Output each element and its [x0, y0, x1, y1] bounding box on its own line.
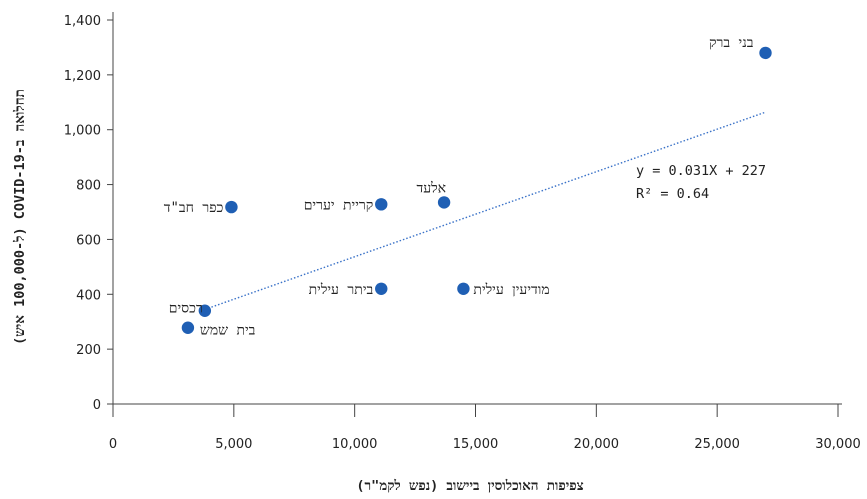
x-tick-label: 10,000 [332, 437, 378, 452]
trendline-equation: y = 0.031X + 227 [636, 163, 766, 179]
point-label: ביתר עילית [309, 282, 374, 298]
x-tick-label: 30,000 [815, 437, 861, 452]
x-tick-label: 20,000 [574, 437, 620, 452]
y-tick-label: 400 [76, 288, 101, 303]
x-tick-label: 25,000 [694, 437, 740, 452]
y-tick-label: 1,200 [64, 69, 101, 84]
data-point [198, 304, 212, 317]
x-tick-label: 15,000 [453, 437, 499, 452]
data-point [375, 282, 388, 295]
trendline [204, 111, 766, 311]
point-label: בית שמש [200, 323, 256, 339]
y-tick-label: 800 [76, 179, 101, 194]
x-tick-label: 5,000 [215, 437, 252, 452]
data-point [437, 196, 451, 209]
data-points [181, 46, 772, 334]
point-label: אלעד [416, 180, 446, 196]
point-label: בני ברק [709, 35, 754, 51]
data-point [759, 46, 772, 60]
y-tick-label: 1,400 [64, 14, 101, 29]
y-tick-label: 200 [76, 343, 101, 358]
data-point [457, 282, 470, 295]
y-tick-label: 1,000 [64, 124, 101, 139]
point-label: מודיעין עילית [473, 282, 549, 298]
data-point [375, 198, 388, 211]
point-label: רכסים [169, 301, 203, 317]
y-axis-label: תחלואה ב-COVID-19 (ל-100,000 איש) [12, 89, 28, 345]
point-label: כפר חב"ד [164, 200, 224, 216]
point-labels: בני ברק אלעד קריית יערים כפר חב"ד ביתר עילית… [164, 35, 754, 339]
axes: 0 200 400 600 800 1,000 1,200 1,400 0 5,000 10,000… [64, 12, 861, 452]
point-label: קריית יערים [304, 197, 374, 213]
trendline-r-squared: R² = 0.64 [636, 186, 709, 202]
x-axis-label: צפיפות האוכלוסין ביישוב (נפש לקמ"ר) [356, 478, 583, 494]
data-point [181, 321, 195, 334]
y-tick-label: 0 [93, 398, 101, 413]
data-point [225, 200, 238, 214]
y-tick-label: 600 [76, 233, 101, 248]
x-tick-label: 0 [109, 437, 117, 452]
trendline-group [204, 111, 766, 311]
